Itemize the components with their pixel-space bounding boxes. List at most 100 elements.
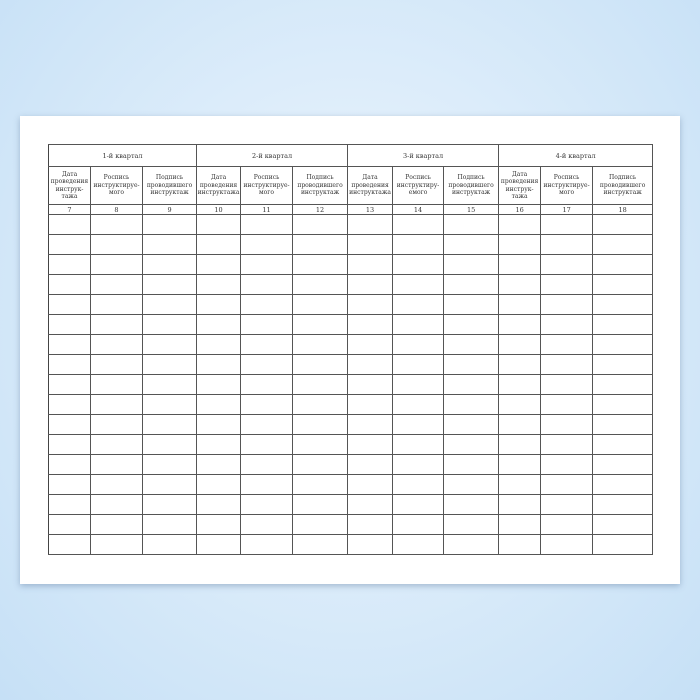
table-cell[interactable] <box>240 534 294 555</box>
table-cell[interactable] <box>240 254 294 275</box>
table-cell[interactable] <box>90 254 143 275</box>
table-cell[interactable] <box>392 454 445 475</box>
table-cell[interactable] <box>141 334 198 355</box>
table-cell[interactable] <box>292 514 349 535</box>
table-cell[interactable] <box>196 514 242 535</box>
table-cell[interactable] <box>141 534 198 555</box>
table-cell[interactable] <box>196 374 242 395</box>
table-cell[interactable] <box>443 314 500 335</box>
table-cell[interactable] <box>592 234 654 255</box>
table-cell[interactable] <box>196 434 242 455</box>
table-cell[interactable] <box>443 254 500 275</box>
table-cell[interactable] <box>392 274 445 295</box>
table-cell[interactable] <box>540 514 594 535</box>
table-cell[interactable] <box>443 294 500 315</box>
table-cell[interactable] <box>196 354 242 375</box>
table-cell[interactable] <box>240 314 294 335</box>
table-cell[interactable] <box>240 334 294 355</box>
table-cell[interactable] <box>48 354 91 375</box>
table-cell[interactable] <box>240 514 294 535</box>
table-cell[interactable] <box>540 274 594 295</box>
table-cell[interactable] <box>392 494 445 515</box>
table-cell[interactable] <box>392 414 445 435</box>
table-cell[interactable] <box>240 234 294 255</box>
table-cell[interactable] <box>240 294 294 315</box>
table-cell[interactable] <box>443 414 500 435</box>
table-cell[interactable] <box>592 374 654 395</box>
table-cell[interactable] <box>498 494 542 515</box>
table-cell[interactable] <box>540 374 594 395</box>
table-cell[interactable] <box>48 474 91 495</box>
table-cell[interactable] <box>141 374 198 395</box>
table-cell[interactable] <box>443 434 500 455</box>
table-cell[interactable] <box>90 494 143 515</box>
table-cell[interactable] <box>347 274 394 295</box>
table-cell[interactable] <box>292 474 349 495</box>
table-cell[interactable] <box>498 534 542 555</box>
table-cell[interactable] <box>90 514 143 535</box>
table-cell[interactable] <box>90 334 143 355</box>
table-cell[interactable] <box>141 514 198 535</box>
table-cell[interactable] <box>141 494 198 515</box>
table-cell[interactable] <box>540 414 594 435</box>
table-cell[interactable] <box>347 354 394 375</box>
table-cell[interactable] <box>443 454 500 475</box>
table-cell[interactable] <box>240 214 294 235</box>
table-cell[interactable] <box>292 274 349 295</box>
table-cell[interactable] <box>196 254 242 275</box>
table-cell[interactable] <box>443 214 500 235</box>
table-cell[interactable] <box>48 534 91 555</box>
table-cell[interactable] <box>392 354 445 375</box>
table-cell[interactable] <box>90 414 143 435</box>
table-cell[interactable] <box>196 294 242 315</box>
table-cell[interactable] <box>90 234 143 255</box>
table-cell[interactable] <box>240 414 294 435</box>
table-cell[interactable] <box>292 374 349 395</box>
table-cell[interactable] <box>392 514 445 535</box>
table-cell[interactable] <box>540 354 594 375</box>
table-cell[interactable] <box>443 494 500 515</box>
table-cell[interactable] <box>392 374 445 395</box>
table-cell[interactable] <box>90 454 143 475</box>
table-cell[interactable] <box>540 474 594 495</box>
table-cell[interactable] <box>347 494 394 515</box>
table-cell[interactable] <box>48 294 91 315</box>
table-cell[interactable] <box>498 254 542 275</box>
table-cell[interactable] <box>48 254 91 275</box>
table-cell[interactable] <box>240 274 294 295</box>
table-cell[interactable] <box>592 534 654 555</box>
table-cell[interactable] <box>540 394 594 415</box>
table-cell[interactable] <box>48 234 91 255</box>
table-cell[interactable] <box>90 474 143 495</box>
table-cell[interactable] <box>392 534 445 555</box>
table-cell[interactable] <box>592 254 654 275</box>
table-cell[interactable] <box>240 394 294 415</box>
table-cell[interactable] <box>443 474 500 495</box>
table-cell[interactable] <box>443 394 500 415</box>
table-cell[interactable] <box>392 394 445 415</box>
table-cell[interactable] <box>392 294 445 315</box>
table-cell[interactable] <box>592 214 654 235</box>
table-cell[interactable] <box>540 534 594 555</box>
table-cell[interactable] <box>240 454 294 475</box>
table-cell[interactable] <box>347 454 394 475</box>
table-cell[interactable] <box>498 334 542 355</box>
table-cell[interactable] <box>498 354 542 375</box>
table-cell[interactable] <box>240 474 294 495</box>
table-cell[interactable] <box>90 214 143 235</box>
table-cell[interactable] <box>347 254 394 275</box>
table-cell[interactable] <box>592 434 654 455</box>
table-cell[interactable] <box>141 414 198 435</box>
table-cell[interactable] <box>592 414 654 435</box>
table-cell[interactable] <box>392 234 445 255</box>
table-cell[interactable] <box>196 394 242 415</box>
table-cell[interactable] <box>392 214 445 235</box>
table-cell[interactable] <box>540 314 594 335</box>
table-cell[interactable] <box>292 214 349 235</box>
table-cell[interactable] <box>141 274 198 295</box>
table-cell[interactable] <box>392 314 445 335</box>
table-cell[interactable] <box>347 234 394 255</box>
table-cell[interactable] <box>141 394 198 415</box>
table-cell[interactable] <box>498 274 542 295</box>
table-cell[interactable] <box>196 334 242 355</box>
